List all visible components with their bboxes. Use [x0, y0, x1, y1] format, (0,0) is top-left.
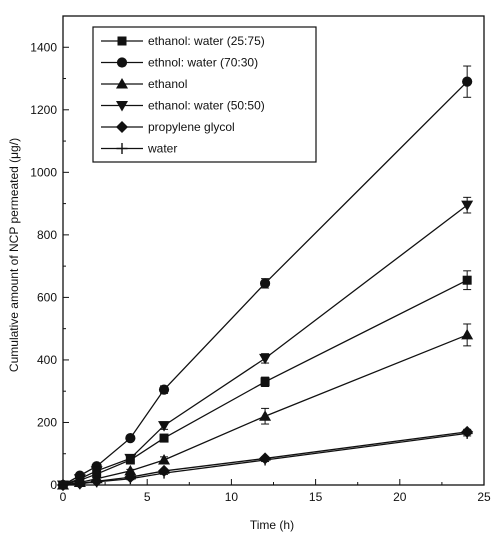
- data-point: [159, 433, 169, 443]
- legend-marker: [116, 78, 128, 89]
- data-point: [74, 478, 86, 490]
- legend-marker: [116, 121, 128, 133]
- data-point: [462, 275, 472, 285]
- legend-marker: [117, 36, 127, 46]
- legend-box: [92, 26, 317, 163]
- data-point: [125, 433, 136, 444]
- data-point: [90, 466, 103, 477]
- data-point: [461, 427, 473, 439]
- data-point: [158, 453, 171, 465]
- legend-label: ethanol: water (50:50): [148, 99, 265, 113]
- data-point: [259, 410, 272, 421]
- x-tick-label: 10: [225, 490, 239, 504]
- series-6: [57, 427, 473, 491]
- y-tick-label: 1200: [30, 103, 57, 117]
- data-point: [462, 76, 473, 87]
- y-tick-label: 1400: [30, 40, 57, 54]
- data-point: [158, 467, 170, 479]
- y-tick-label: 400: [37, 353, 57, 367]
- data-point: [158, 384, 170, 395]
- x-tick-label: 0: [60, 490, 67, 504]
- legend-item: ethanol: water (50:50): [101, 99, 265, 113]
- x-axis-title: Time (h): [250, 518, 294, 532]
- legend-marker: [116, 101, 128, 112]
- y-tick-label: 0: [50, 478, 57, 492]
- legend-item: propylene glycol: [101, 120, 235, 134]
- data-point: [461, 328, 474, 340]
- legend-item: ethnol: water (70:30): [101, 56, 258, 70]
- data-point: [259, 353, 272, 365]
- legend-item: water: [101, 142, 177, 156]
- y-axis-title: Cumulative amount of NCP permeated (μg/): [7, 138, 21, 372]
- legend-label: ethanol: water (25:75): [148, 34, 265, 48]
- plot-area: [57, 65, 474, 491]
- legend-marker: [116, 143, 128, 154]
- data-point: [124, 473, 136, 485]
- legend-item: ethanol: water (25:75): [101, 34, 265, 48]
- legend-item: ethanol: [101, 77, 187, 91]
- legend-label: water: [147, 142, 177, 156]
- y-tick-label: 1000: [30, 165, 57, 179]
- y-tick-label: 200: [37, 415, 57, 429]
- y-tick-label: 600: [37, 290, 57, 304]
- data-point: [158, 421, 171, 432]
- x-tick-label: 15: [309, 490, 323, 504]
- y-tick-label: 800: [37, 228, 57, 242]
- legend-label: ethanol: [148, 77, 187, 91]
- x-tick-label: 5: [144, 490, 151, 504]
- x-tick-label: 20: [393, 490, 407, 504]
- axes: 0 5 10 15 20 25 0 200 400 600 800 1000 1200 1400: [30, 15, 491, 504]
- legend-marker: [116, 57, 128, 68]
- data-point: [259, 454, 271, 466]
- data-point: [259, 278, 271, 289]
- x-tick-label: 25: [477, 490, 491, 504]
- data-point: [124, 464, 137, 476]
- data-point: [461, 200, 474, 212]
- legend: ethanol: water (25:75) ethnol: water (70:…: [92, 26, 317, 163]
- legend-label: ethnol: water (70:30): [148, 56, 258, 70]
- data-point: [260, 377, 270, 387]
- data-point: [124, 453, 137, 465]
- legend-label: propylene glycol: [148, 120, 235, 134]
